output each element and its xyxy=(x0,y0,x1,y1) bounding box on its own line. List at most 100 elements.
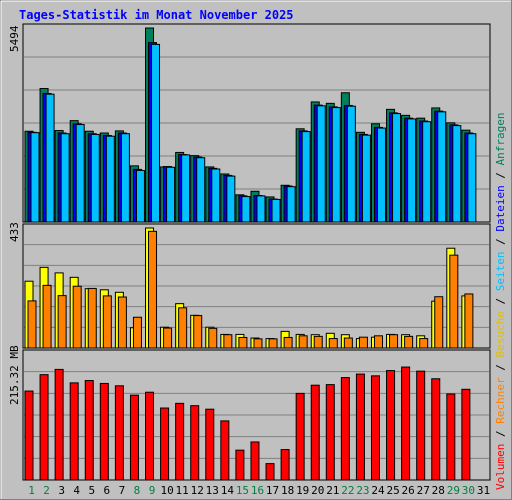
bar-rechner-day-6 xyxy=(102,295,112,349)
x-tick-label: 12 xyxy=(191,484,204,497)
x-tick-label: 7 xyxy=(119,484,126,497)
x-tick-label: 17 xyxy=(266,484,279,497)
bar-seiten-day-1 xyxy=(30,132,40,223)
x-tick-label: 31 xyxy=(477,484,490,497)
x-tick-label: 2 xyxy=(43,484,50,497)
bar-seiten-day-6 xyxy=(105,135,115,223)
bar-seiten-day-27 xyxy=(422,121,432,223)
bar-volumen-day-19 xyxy=(295,392,305,481)
bar-seiten-day-7 xyxy=(120,133,130,223)
bar-rechner-day-14 xyxy=(223,334,233,349)
legend-sep-2: / xyxy=(494,238,507,245)
bar-rechner-day-28 xyxy=(434,296,444,349)
bar-volumen-day-27 xyxy=(416,370,426,481)
bar-seiten-day-22 xyxy=(346,105,356,223)
bar-seiten-day-29 xyxy=(452,125,462,223)
bar-rechner-day-11 xyxy=(178,307,188,349)
bar-volumen-day-25 xyxy=(386,370,396,481)
bar-volumen-day-5 xyxy=(84,380,94,481)
bar-rechner-day-27 xyxy=(419,338,429,349)
bar-volumen-day-20 xyxy=(310,384,320,481)
bar-seiten-day-18 xyxy=(286,186,296,223)
bar-rechner-day-1 xyxy=(27,300,37,349)
x-tick-label: 4 xyxy=(73,484,80,497)
x-tick-label: 16 xyxy=(251,484,264,497)
bar-seiten-day-24 xyxy=(376,127,386,223)
x-tick-label: 8 xyxy=(134,484,141,497)
bar-volumen-day-6 xyxy=(99,382,109,481)
bar-rechner-day-7 xyxy=(117,296,127,349)
visits-max-label: 433 xyxy=(8,222,21,242)
bar-volumen-day-29 xyxy=(446,393,456,481)
bar-rechner-day-19 xyxy=(298,335,308,349)
bar-seiten-day-25 xyxy=(392,113,402,223)
bar-volumen-day-24 xyxy=(370,375,380,481)
legend-sep-1: / xyxy=(494,172,507,179)
bar-rechner-day-18 xyxy=(283,336,293,349)
bar-seiten-day-20 xyxy=(316,105,326,223)
bar-rechner-day-4 xyxy=(72,285,82,349)
x-tick-label: 15 xyxy=(236,484,249,497)
bar-volumen-day-13 xyxy=(205,408,215,481)
volume-max-label: 215.32 MB xyxy=(8,345,21,405)
x-tick-label: 10 xyxy=(160,484,173,497)
x-tick-label: 11 xyxy=(176,484,189,497)
x-tick-label: 22 xyxy=(341,484,354,497)
bar-rechner-day-20 xyxy=(313,335,323,349)
x-axis-day-labels: 1 2 3 4 5 6 7 8 9 10 11 12 13 14 15 16 17 18 19 20 21 22 23 24 2… xyxy=(28,484,490,497)
bar-volumen-day-7 xyxy=(114,385,124,481)
legend-sep-4: / xyxy=(494,364,507,371)
legend-volumen: Volumen xyxy=(494,444,507,490)
bar-volumen-day-18 xyxy=(280,449,290,481)
x-tick-label: 20 xyxy=(311,484,324,497)
x-tick-label: 28 xyxy=(432,484,445,497)
bar-rechner-day-29 xyxy=(449,254,459,349)
bar-volumen-day-17 xyxy=(265,463,275,481)
x-tick-label: 27 xyxy=(417,484,430,497)
bar-volumen-day-28 xyxy=(431,378,441,481)
bar-seiten-day-28 xyxy=(437,111,447,223)
bar-rechner-day-8 xyxy=(132,316,142,349)
bar-volumen-day-26 xyxy=(401,366,411,481)
bar-rechner-day-10 xyxy=(163,327,173,349)
bar-seiten-day-11 xyxy=(181,154,191,223)
bar-volumen-day-30 xyxy=(461,388,471,481)
chart-title: Tages-Statistik im Monat November 2025 xyxy=(19,8,294,22)
bar-rechner-day-9 xyxy=(148,230,158,349)
legend-dateien: Dateien xyxy=(494,185,507,231)
bar-volumen-day-21 xyxy=(325,384,335,481)
x-tick-label: 25 xyxy=(386,484,399,497)
x-tick-label: 30 xyxy=(462,484,475,497)
bar-rechner-day-23 xyxy=(358,336,368,349)
x-tick-label: 1 xyxy=(28,484,35,497)
bar-seiten-day-17 xyxy=(271,198,281,223)
bar-volumen-day-2 xyxy=(39,374,49,481)
bar-volumen-day-16 xyxy=(250,441,260,481)
legend-vertical: Volumen / Rechner / Besuche / Seiten / D… xyxy=(494,112,507,490)
bar-volumen-day-11 xyxy=(175,402,185,481)
bar-seiten-day-30 xyxy=(467,133,477,223)
bar-volumen-day-9 xyxy=(145,391,155,481)
bar-seiten-day-3 xyxy=(60,133,70,223)
bar-rechner-day-21 xyxy=(328,338,338,349)
bar-seiten-day-19 xyxy=(301,131,311,223)
bar-seiten-day-4 xyxy=(75,124,85,223)
legend-besuche: Besuche xyxy=(494,311,507,357)
x-tick-label: 29 xyxy=(447,484,460,497)
legend-sep-3: / xyxy=(494,298,507,305)
x-tick-label: 18 xyxy=(281,484,294,497)
x-tick-label: 5 xyxy=(88,484,95,497)
bar-rechner-day-24 xyxy=(373,335,383,349)
bar-volumen-day-8 xyxy=(129,394,139,481)
bar-volumen-day-22 xyxy=(340,377,350,481)
bar-seiten-day-10 xyxy=(166,166,176,223)
bar-seiten-day-15 xyxy=(241,196,251,223)
bar-rechner-day-22 xyxy=(343,337,353,349)
bar-volumen-day-23 xyxy=(355,373,365,481)
bar-rechner-day-30 xyxy=(464,293,474,349)
x-tick-label: 23 xyxy=(356,484,369,497)
bar-seiten-day-9 xyxy=(151,43,161,223)
x-tick-label: 3 xyxy=(58,484,65,497)
bars-layer xyxy=(24,27,477,481)
